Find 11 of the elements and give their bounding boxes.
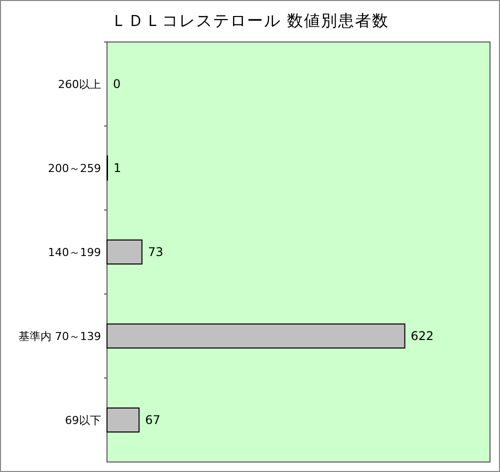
y-tick-label: 260以上 [58, 78, 101, 91]
data-label: 67 [145, 413, 160, 427]
chart-title: ＬＤＬコレステロール 数値別患者数 [110, 11, 390, 30]
y-tick-label: 140～199 [48, 246, 101, 259]
data-label: 0 [113, 77, 121, 91]
y-tick-label: 200～259 [48, 162, 101, 175]
y-tick-label: 69以下 [65, 414, 101, 427]
y-tick-label: 基準内 70～139 [18, 330, 101, 343]
data-label: 73 [148, 245, 164, 259]
data-label: 1 [113, 161, 122, 175]
data-label: 622 [410, 329, 434, 343]
